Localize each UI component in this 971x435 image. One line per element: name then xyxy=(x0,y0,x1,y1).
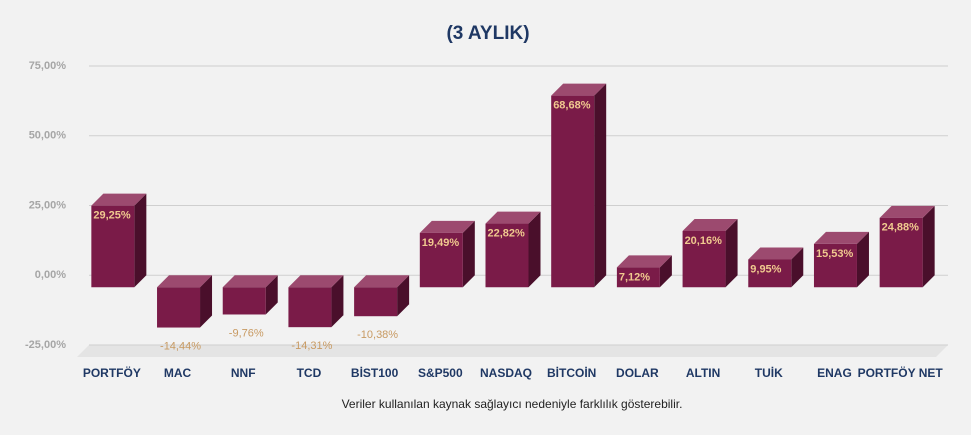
x-tick-label: MAC xyxy=(164,366,192,380)
bar xyxy=(813,231,869,288)
bar xyxy=(91,193,147,288)
bar-front xyxy=(748,259,792,288)
x-tick-label: TUİK xyxy=(755,365,783,380)
bar xyxy=(354,275,410,317)
bar-front xyxy=(419,232,463,288)
bar-front xyxy=(354,287,398,317)
bar xyxy=(288,275,344,328)
y-tick-label: 0,00% xyxy=(35,269,66,281)
bar-front xyxy=(485,223,529,288)
bar-top xyxy=(485,211,541,224)
bar-top xyxy=(879,205,935,218)
value-label: 9,95% xyxy=(750,263,781,275)
bar-top xyxy=(682,219,738,232)
bar-front xyxy=(91,205,135,288)
x-tick-label: S&P500 xyxy=(418,366,463,380)
y-tick-label: 75,00% xyxy=(29,60,67,72)
bar-side xyxy=(134,193,147,288)
bar-front xyxy=(616,267,660,288)
bar-front xyxy=(222,287,266,315)
bar xyxy=(551,83,607,288)
bar xyxy=(748,247,804,288)
bar xyxy=(616,255,672,288)
value-label: 22,82% xyxy=(488,227,526,239)
x-tick-label: NASDAQ xyxy=(480,366,532,380)
value-label: -14,31% xyxy=(291,340,332,352)
bar-top xyxy=(551,83,607,96)
y-tick-label: 25,00% xyxy=(29,199,67,211)
x-tick-label: PORTFÖY NET xyxy=(858,365,944,380)
chart-title: (3 AYLIK) xyxy=(446,23,529,44)
bar-side xyxy=(791,247,804,288)
bar-front xyxy=(879,217,923,288)
x-tick-label: BİST100 xyxy=(351,365,399,380)
bar xyxy=(222,275,278,315)
value-label: 29,25% xyxy=(93,210,131,222)
bar-front xyxy=(682,231,726,288)
footnote: Veriler kullanılan kaynak sağlayıcı nede… xyxy=(342,397,683,411)
value-label: -10,38% xyxy=(357,329,398,341)
bar-side xyxy=(725,219,738,288)
x-tick-label: NNF xyxy=(231,366,256,380)
bar-side xyxy=(594,83,607,288)
bar-side xyxy=(856,231,869,288)
bar-side xyxy=(462,220,475,288)
bar xyxy=(682,219,738,288)
value-label: -14,44% xyxy=(160,340,201,352)
x-tick-label: ALTIN xyxy=(686,366,720,380)
value-label: 7,12% xyxy=(619,271,650,283)
floor xyxy=(77,345,948,357)
bar-top xyxy=(91,193,147,206)
value-label: 15,53% xyxy=(816,248,854,260)
bar-side xyxy=(528,211,541,288)
bar-side xyxy=(397,275,410,317)
value-label: -9,76% xyxy=(229,327,264,339)
bar-top xyxy=(419,220,475,233)
value-label: 20,16% xyxy=(685,235,723,247)
bar-top xyxy=(157,275,213,288)
bar-side xyxy=(922,205,935,288)
value-label: 19,49% xyxy=(422,237,460,249)
bar xyxy=(419,220,475,288)
bar-side xyxy=(265,275,278,315)
value-label: 68,68% xyxy=(553,100,591,112)
bar-side xyxy=(200,275,213,328)
bar-top xyxy=(288,275,344,288)
bar-top xyxy=(616,255,672,268)
bar-top xyxy=(222,275,278,288)
value-label: 24,88% xyxy=(882,222,920,234)
bar xyxy=(485,211,541,288)
x-tick-label: BİTCOİN xyxy=(547,365,596,380)
bar-front xyxy=(157,287,201,328)
x-tick-label: PORTFÖY xyxy=(83,365,141,380)
bar xyxy=(879,205,935,288)
x-tick-label: ENAG xyxy=(817,366,852,380)
bar xyxy=(157,275,213,328)
bar-top xyxy=(354,275,410,288)
bar-top xyxy=(748,247,804,260)
bar-front xyxy=(288,287,332,328)
bar-side xyxy=(331,275,344,328)
y-tick-label: -25,00% xyxy=(25,339,66,351)
y-tick-label: 50,00% xyxy=(29,130,67,142)
bar-side xyxy=(659,255,672,288)
x-tick-label: TCD xyxy=(297,366,322,380)
x-tick-label: DOLAR xyxy=(616,366,659,380)
bar-top xyxy=(813,231,869,244)
bar-front xyxy=(551,95,595,288)
bar-front xyxy=(813,243,857,288)
